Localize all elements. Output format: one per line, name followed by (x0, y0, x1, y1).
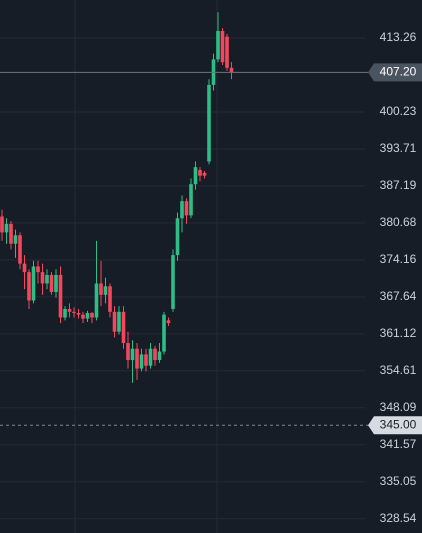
candle-body (36, 266, 40, 273)
candle-body (144, 354, 148, 366)
price-tag-box (368, 416, 422, 435)
y-tick-label: 413.26 (380, 30, 417, 44)
candle-body (121, 311, 126, 344)
price-tag: 345.00 (368, 416, 422, 435)
y-tick-label: 348.09 (380, 400, 417, 414)
y-tick-label: 328.54 (380, 511, 417, 525)
candle-body (207, 84, 211, 162)
y-tick-label: 380.68 (380, 215, 417, 229)
y-tick-label: 387.19 (380, 178, 417, 192)
candle-body (72, 311, 76, 313)
price-tag-label: 345.00 (380, 417, 417, 431)
y-tick-label: 400.23 (380, 104, 417, 118)
candle-body (157, 351, 162, 361)
price-tag-label: 407.20 (380, 65, 417, 79)
candle-body (18, 235, 22, 264)
candle-body (153, 348, 157, 361)
candle-body (49, 274, 54, 292)
candle-body (40, 272, 45, 284)
candle-body (67, 308, 72, 312)
candle-body (112, 311, 117, 332)
candle-body (184, 201, 189, 216)
candle-body (13, 235, 18, 244)
candle-body (216, 30, 220, 60)
candle-body (63, 308, 67, 318)
candle-body (103, 286, 108, 295)
candle-body (202, 172, 207, 176)
candle-body (180, 201, 184, 219)
candle-body (198, 169, 202, 176)
candle-body (99, 283, 103, 295)
candle-body (90, 312, 94, 318)
price-tag: 407.20 (368, 63, 422, 82)
candle-body (220, 30, 225, 63)
candle-body (171, 255, 175, 309)
candle-body (193, 167, 198, 185)
y-tick-label: 341.57 (380, 437, 417, 451)
y-tick-label: 374.16 (380, 252, 417, 266)
candle-body (81, 314, 85, 319)
candle-body (58, 274, 63, 318)
candle-body (162, 314, 166, 352)
candle-body (135, 348, 139, 369)
candle-body (148, 348, 153, 366)
candle-body (9, 223, 13, 244)
candle-body (54, 274, 58, 292)
y-tick-label: 361.12 (380, 326, 417, 340)
candle-body (130, 348, 135, 361)
candle-body (117, 311, 121, 332)
candle-body (166, 320, 171, 324)
y-tick-label: 335.05 (380, 474, 417, 488)
candle-body (108, 286, 112, 312)
candle-body (45, 274, 49, 284)
candle-body (225, 36, 229, 68)
candle-body (0, 216, 4, 233)
price-tag-box (368, 63, 422, 82)
candle-body (76, 312, 81, 315)
y-tick-label: 393.71 (380, 141, 417, 155)
candle-body (175, 218, 180, 256)
candle-body (94, 283, 99, 318)
candle-body (189, 184, 193, 216)
y-tick-label: 354.61 (380, 363, 417, 377)
y-tick-label: 367.64 (380, 289, 417, 303)
candle-body (27, 272, 31, 301)
candle-body (126, 343, 130, 361)
candle-body (139, 354, 144, 369)
candle-body (229, 67, 234, 73)
candle-body (4, 223, 9, 233)
candle-body (22, 263, 27, 273)
candle-body (31, 266, 36, 301)
candle-body (85, 312, 90, 319)
